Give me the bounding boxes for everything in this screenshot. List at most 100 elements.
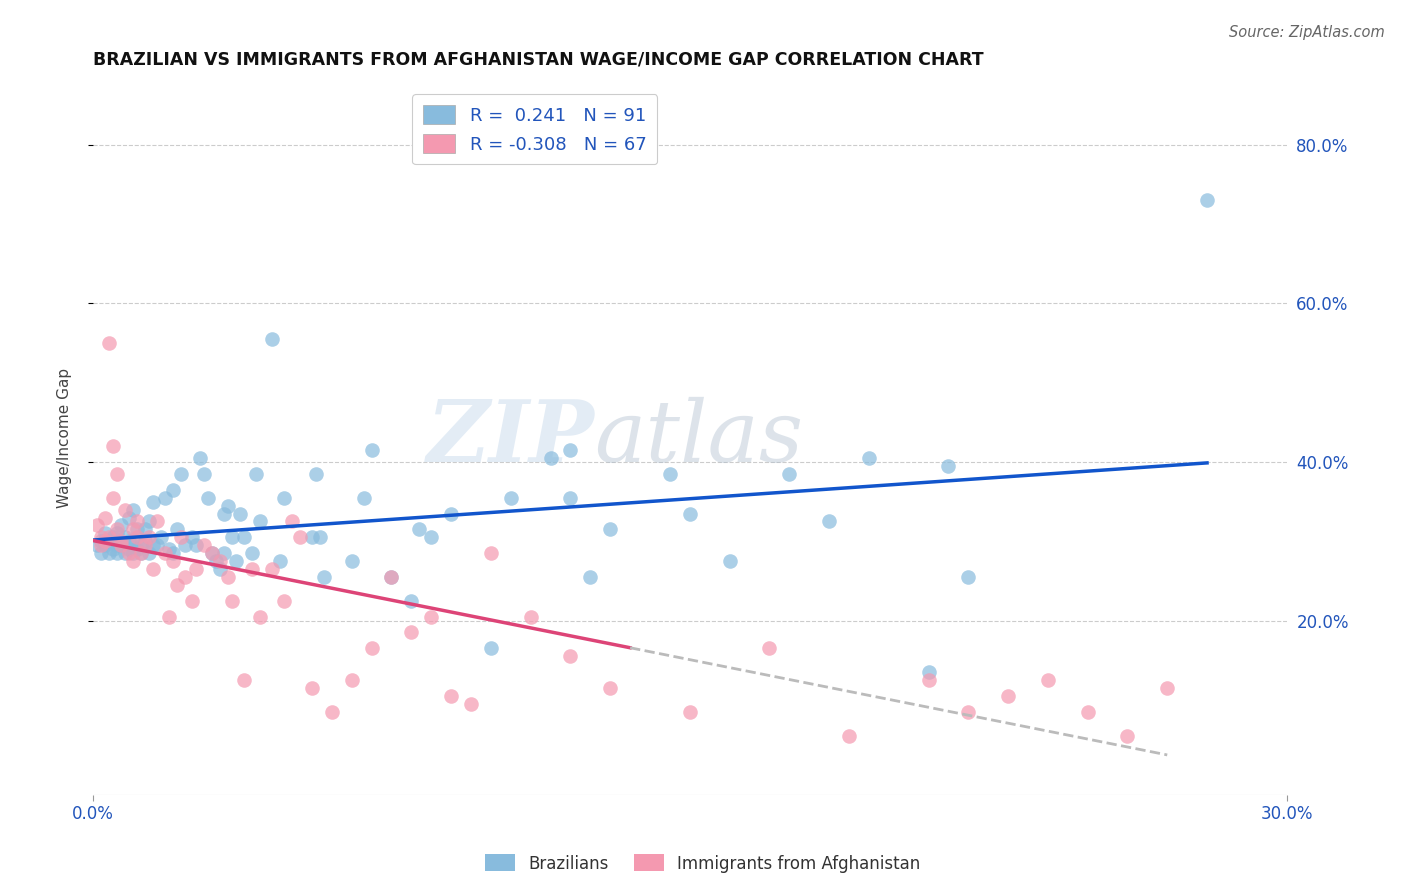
Point <box>142 538 165 552</box>
Point <box>233 673 256 687</box>
Text: Source: ZipAtlas.com: Source: ZipAtlas.com <box>1229 25 1385 40</box>
Point <box>718 554 741 568</box>
Point <box>181 530 204 544</box>
Point <box>214 507 236 521</box>
Point <box>479 641 502 656</box>
Point <box>94 526 117 541</box>
Point <box>118 534 141 549</box>
Point <box>134 538 156 552</box>
Point <box>1116 729 1139 743</box>
Point <box>101 542 124 557</box>
Point <box>917 673 939 687</box>
Point <box>101 530 124 544</box>
Point <box>94 534 117 549</box>
Point <box>129 546 152 560</box>
Point <box>118 510 141 524</box>
Point <box>193 538 215 552</box>
Point <box>110 538 132 552</box>
Point <box>225 554 247 568</box>
Point <box>499 491 522 505</box>
Point <box>1195 194 1218 208</box>
Point <box>249 515 271 529</box>
Legend: R =  0.241   N = 91, R = -0.308   N = 67: R = 0.241 N = 91, R = -0.308 N = 67 <box>412 94 658 164</box>
Point <box>1036 673 1059 687</box>
Point <box>90 530 112 544</box>
Point <box>205 554 228 568</box>
Point <box>599 523 621 537</box>
Point <box>114 530 136 544</box>
Point <box>221 594 243 608</box>
Point <box>190 450 212 465</box>
Point <box>420 609 443 624</box>
Point <box>269 554 291 568</box>
Point <box>129 546 152 560</box>
Point <box>97 530 120 544</box>
Point <box>97 336 120 351</box>
Point <box>778 467 800 481</box>
Point <box>173 538 195 552</box>
Point <box>560 649 582 664</box>
Point <box>145 515 167 529</box>
Point <box>201 546 224 560</box>
Point <box>209 562 232 576</box>
Point <box>380 570 402 584</box>
Point <box>579 570 602 584</box>
Point <box>818 515 841 529</box>
Point <box>679 507 702 521</box>
Point <box>125 542 148 557</box>
Point <box>90 534 112 549</box>
Point <box>599 681 621 695</box>
Point <box>321 705 343 719</box>
Point <box>162 554 184 568</box>
Point <box>138 530 160 544</box>
Point <box>305 467 328 481</box>
Point <box>758 641 780 656</box>
Point <box>249 609 271 624</box>
Point <box>138 546 160 560</box>
Point <box>181 594 204 608</box>
Point <box>97 546 120 560</box>
Point <box>838 729 860 743</box>
Point <box>118 546 141 560</box>
Point <box>460 697 482 711</box>
Point <box>301 530 323 544</box>
Point <box>121 546 143 560</box>
Point <box>173 570 195 584</box>
Point <box>105 546 128 560</box>
Point <box>125 515 148 529</box>
Point <box>217 570 239 584</box>
Point <box>957 570 980 584</box>
Point <box>157 542 180 557</box>
Point <box>142 494 165 508</box>
Point <box>157 609 180 624</box>
Point <box>858 450 880 465</box>
Point <box>105 538 128 552</box>
Point <box>440 689 463 703</box>
Point <box>260 332 283 346</box>
Point <box>153 546 176 560</box>
Point <box>240 546 263 560</box>
Point <box>917 665 939 680</box>
Point <box>166 523 188 537</box>
Point <box>169 530 191 544</box>
Point <box>121 554 143 568</box>
Point <box>125 523 148 537</box>
Point <box>134 534 156 549</box>
Point <box>957 705 980 719</box>
Point <box>301 681 323 695</box>
Text: atlas: atlas <box>595 397 803 480</box>
Point <box>110 518 132 533</box>
Point <box>125 530 148 544</box>
Point <box>353 491 375 505</box>
Point <box>153 491 176 505</box>
Point <box>105 523 128 537</box>
Point <box>114 546 136 560</box>
Point <box>197 491 219 505</box>
Point <box>121 502 143 516</box>
Point <box>340 673 363 687</box>
Point <box>273 491 295 505</box>
Point <box>401 625 423 640</box>
Point <box>245 467 267 481</box>
Point <box>540 450 562 465</box>
Point <box>186 538 208 552</box>
